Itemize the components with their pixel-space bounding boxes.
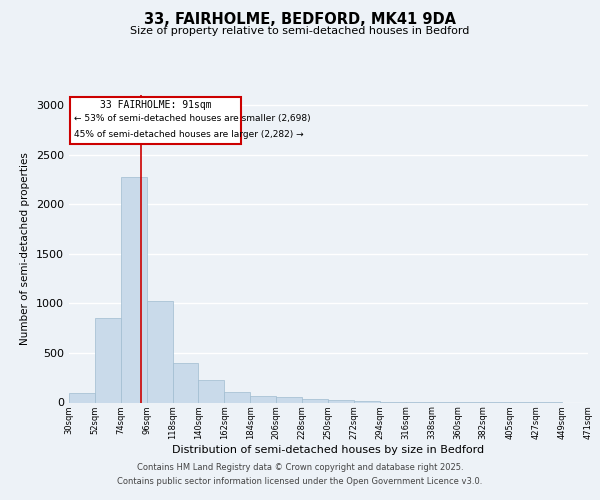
Text: ← 53% of semi-detached houses are smaller (2,698): ← 53% of semi-detached houses are smalle…: [74, 114, 310, 123]
Bar: [224, 392, 250, 402]
X-axis label: Distribution of semi-detached houses by size in Bedford: Distribution of semi-detached houses by …: [172, 445, 485, 455]
Text: 45% of semi-detached houses are larger (2,282) →: 45% of semi-detached houses are larger (…: [74, 130, 304, 138]
Text: Size of property relative to semi-detached houses in Bedford: Size of property relative to semi-detach…: [130, 26, 470, 36]
Bar: [302, 399, 328, 402]
Bar: [121, 178, 146, 402]
Text: Contains HM Land Registry data © Crown copyright and database right 2025.: Contains HM Land Registry data © Crown c…: [137, 464, 463, 472]
Y-axis label: Number of semi-detached properties: Number of semi-detached properties: [20, 152, 31, 345]
Bar: [95, 318, 121, 402]
Bar: [276, 397, 302, 402]
Text: 33 FAIRHOLME: 91sqm: 33 FAIRHOLME: 91sqm: [100, 100, 211, 110]
Text: 33, FAIRHOLME, BEDFORD, MK41 9DA: 33, FAIRHOLME, BEDFORD, MK41 9DA: [144, 12, 456, 28]
Bar: [199, 380, 224, 402]
FancyBboxPatch shape: [70, 97, 241, 144]
Bar: [146, 302, 173, 402]
Bar: [250, 396, 276, 402]
Bar: [173, 363, 199, 403]
Bar: [328, 400, 354, 402]
Text: Contains public sector information licensed under the Open Government Licence v3: Contains public sector information licen…: [118, 477, 482, 486]
Bar: [354, 401, 380, 402]
Bar: [69, 392, 95, 402]
